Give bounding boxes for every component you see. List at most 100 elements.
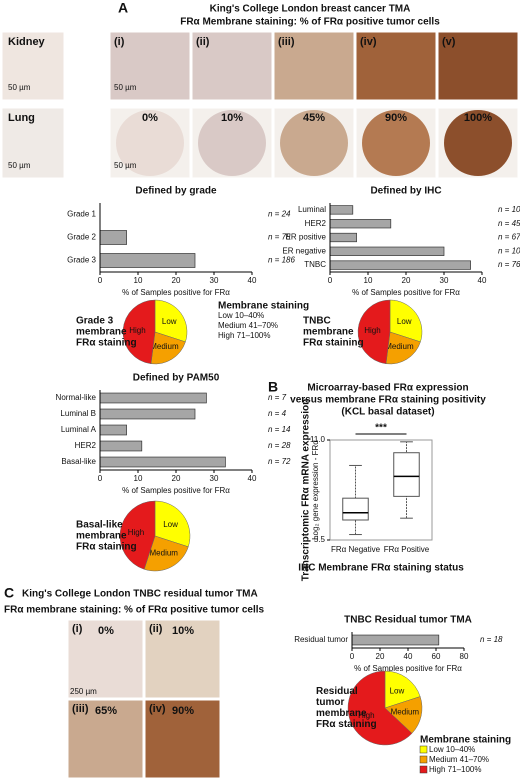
category-label: Residual tumor bbox=[294, 635, 348, 644]
slice-label: Low bbox=[163, 520, 178, 529]
pie-title: membrane bbox=[76, 327, 127, 338]
pie-title: tumor bbox=[316, 697, 344, 708]
tile-percent: 65% bbox=[95, 705, 117, 717]
bar bbox=[99, 253, 196, 268]
tile-percent: 0% bbox=[142, 112, 158, 124]
tile-label: (iv) bbox=[360, 36, 377, 48]
bar bbox=[99, 408, 196, 420]
tile-label: (ii) bbox=[149, 623, 163, 635]
pie-title: Grade 3 bbox=[76, 316, 114, 327]
category-label: HER2 bbox=[305, 219, 327, 228]
tile-percent: 90% bbox=[385, 112, 407, 124]
pie-slice bbox=[384, 670, 421, 709]
pie-title: FRα staining bbox=[303, 338, 364, 349]
category-label: Luminal B bbox=[60, 409, 96, 418]
tile-percent: 100% bbox=[464, 112, 492, 124]
tile-label: (iii) bbox=[278, 36, 295, 48]
slice-label: Medium bbox=[391, 708, 420, 717]
x-tick-label: 10 bbox=[134, 276, 143, 285]
category-label: TNBC bbox=[304, 260, 326, 269]
tile-label: (i) bbox=[114, 36, 125, 48]
pie-title: membrane bbox=[303, 327, 354, 338]
x-tick-label: 20 bbox=[172, 276, 181, 285]
legend-entry: Medium 41–70% bbox=[429, 755, 489, 764]
panel-subtitle: FRα Membrane staining: % of FRα positive… bbox=[180, 17, 440, 28]
n-label: n = 76 bbox=[498, 260, 520, 269]
legend-swatch bbox=[419, 745, 428, 754]
scale-bar: 50 µm bbox=[8, 83, 31, 92]
pie-slice bbox=[357, 299, 391, 365]
x-tick-label: 20 bbox=[172, 474, 181, 483]
n-label: n = 45 bbox=[498, 219, 520, 228]
image-tile bbox=[273, 31, 355, 101]
x-tick-label: FRα Negative bbox=[331, 545, 381, 554]
box bbox=[393, 452, 420, 497]
image-tile bbox=[437, 31, 519, 101]
image-tile bbox=[109, 31, 191, 101]
bar bbox=[99, 440, 143, 452]
slice-label: High bbox=[128, 528, 144, 537]
tile-percent: 90% bbox=[172, 705, 194, 717]
tile-label: (v) bbox=[442, 36, 456, 48]
tile-label: (iii) bbox=[72, 703, 89, 715]
n-label: n = 24 bbox=[268, 210, 291, 219]
category-label: Luminal bbox=[298, 205, 326, 214]
panel-label: B bbox=[268, 379, 278, 395]
x-tick-label: 40 bbox=[478, 276, 487, 285]
tile-percent: 10% bbox=[172, 625, 194, 637]
chart-title: versus membrane FRα staining positivity bbox=[290, 395, 486, 406]
tile-percent: 0% bbox=[98, 625, 114, 637]
scale-bar: 50 µm bbox=[8, 161, 31, 170]
x-tick-label: 40 bbox=[248, 474, 257, 483]
bar bbox=[329, 246, 445, 256]
slice-label: Medium bbox=[150, 548, 179, 557]
legend-entry: Low 10–40% bbox=[218, 311, 264, 320]
x-tick-label: 0 bbox=[98, 276, 103, 285]
category-label: Grade 2 bbox=[67, 233, 96, 242]
x-tick-label: 0 bbox=[328, 276, 333, 285]
scale-bar: 50 µm bbox=[114, 161, 137, 170]
tma-core bbox=[444, 110, 512, 176]
image-tile bbox=[144, 699, 221, 778]
n-label: n = 4 bbox=[268, 409, 287, 418]
x-axis-label: % of Samples positive for FRα bbox=[122, 288, 230, 297]
x-tick-label: 30 bbox=[210, 276, 219, 285]
bar bbox=[329, 205, 354, 215]
y-axis-label: Log₂ gene expression - FRα bbox=[311, 440, 320, 540]
chart-title: (KCL basal dataset) bbox=[341, 407, 434, 418]
image-tile bbox=[67, 619, 144, 699]
pie-slice bbox=[119, 500, 156, 570]
slice-label: Medium bbox=[385, 342, 414, 351]
bar bbox=[99, 392, 207, 404]
x-tick-label: 40 bbox=[248, 276, 257, 285]
x-tick-label: 40 bbox=[404, 652, 413, 661]
panel-label: C bbox=[4, 585, 14, 601]
category-label: Basal-like bbox=[61, 457, 96, 466]
slice-label: High bbox=[364, 326, 380, 335]
x-tick-label: 20 bbox=[376, 652, 385, 661]
bar bbox=[329, 260, 471, 270]
category-label: Normal-like bbox=[56, 393, 97, 402]
tile-label: (iv) bbox=[149, 703, 166, 715]
image-tile bbox=[67, 699, 144, 778]
legend-swatch bbox=[419, 765, 428, 774]
bar bbox=[329, 219, 392, 229]
x-axis-label: % of Samples positive for FRα bbox=[354, 664, 462, 673]
x-tick-label: 20 bbox=[402, 276, 411, 285]
panel-title: King's College London TNBC residual tumo… bbox=[22, 589, 258, 600]
image-tile bbox=[191, 31, 273, 101]
x-tick-label: 0 bbox=[98, 474, 103, 483]
x-axis-label: % of Samples positive for FRα bbox=[122, 486, 230, 495]
x-tick-label: 0 bbox=[350, 652, 355, 661]
y-tick-label: 5.5 bbox=[314, 535, 326, 544]
chart-title: TNBC Residual tumor TMA bbox=[344, 615, 472, 626]
x-tick-label: 10 bbox=[364, 276, 373, 285]
pie-title: TNBC bbox=[303, 316, 331, 327]
chart-title: Defined by grade bbox=[135, 186, 217, 197]
x-tick-label: FRα Positive bbox=[384, 545, 430, 554]
bar bbox=[99, 230, 127, 245]
scale-bar: 250 µm bbox=[70, 687, 97, 696]
bar bbox=[351, 634, 440, 646]
slice-label: Low bbox=[390, 687, 405, 696]
legend-entry: High 71–100% bbox=[218, 331, 270, 340]
